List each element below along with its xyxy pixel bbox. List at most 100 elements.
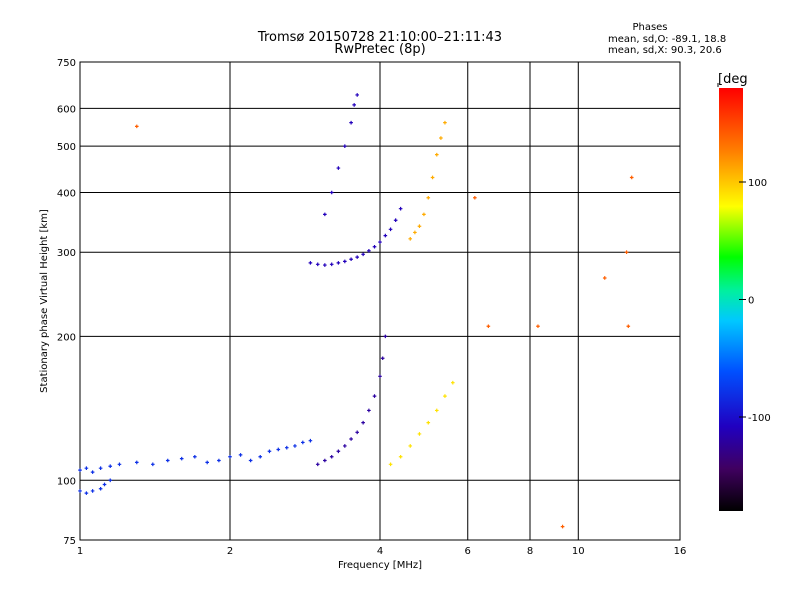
data-point bbox=[361, 252, 365, 257]
data-point bbox=[308, 261, 313, 265]
data-point bbox=[315, 462, 320, 467]
data-point bbox=[426, 195, 431, 200]
data-point bbox=[98, 486, 103, 491]
y-axis-label: Stationary phase Virtual Height [km] bbox=[39, 209, 50, 393]
y-tick-label: 750 bbox=[57, 58, 76, 69]
data-point bbox=[378, 374, 382, 379]
y-tick-label: 200 bbox=[57, 332, 76, 343]
data-point bbox=[408, 444, 413, 448]
data-point bbox=[388, 227, 393, 232]
data-point bbox=[90, 489, 95, 493]
x-tick-label: 6 bbox=[465, 546, 471, 557]
grid-lines bbox=[80, 62, 680, 540]
data-point bbox=[193, 454, 197, 459]
data-point bbox=[349, 257, 353, 262]
data-point bbox=[408, 237, 413, 241]
data-point bbox=[323, 212, 327, 217]
data-point bbox=[383, 334, 388, 339]
data-point bbox=[434, 152, 439, 157]
y-tick-label: 600 bbox=[57, 104, 76, 115]
data-point bbox=[443, 394, 447, 398]
data-point bbox=[352, 103, 356, 107]
data-point bbox=[629, 175, 634, 180]
data-point bbox=[413, 230, 417, 235]
data-point bbox=[388, 462, 393, 467]
data-point bbox=[380, 356, 385, 361]
data-point bbox=[293, 444, 297, 448]
colorbar-tick-label: 100 bbox=[748, 178, 767, 189]
data-point bbox=[349, 437, 353, 441]
data-point bbox=[343, 144, 347, 148]
colorbar-ticks: 100 0 -100 bbox=[739, 178, 771, 424]
data-point bbox=[329, 454, 334, 459]
data-point bbox=[134, 460, 139, 465]
stats-header: Phases bbox=[632, 22, 667, 33]
x-tick-label: 8 bbox=[527, 546, 533, 557]
data-point bbox=[624, 250, 629, 255]
y-tick-labels: 75 100 200 300 400 500 600 750 bbox=[57, 58, 76, 547]
colorbar-tick-label: 0 bbox=[748, 296, 754, 307]
colorbar-label: [deg bbox=[718, 72, 748, 87]
data-point bbox=[108, 478, 113, 483]
data-point bbox=[308, 438, 313, 443]
data-point bbox=[179, 456, 184, 461]
data-point bbox=[108, 464, 113, 469]
data-point bbox=[165, 458, 170, 463]
x-tick-label: 1 bbox=[77, 546, 83, 557]
x-tick-label: 16 bbox=[674, 546, 687, 557]
plot-area: 1 2 4 6 8 10 16 75 100 200 300 400 500 600 750 bbox=[57, 58, 686, 557]
data-point bbox=[355, 255, 359, 259]
data-point bbox=[372, 244, 377, 249]
data-point bbox=[626, 324, 631, 329]
data-point bbox=[367, 249, 371, 253]
data-point bbox=[434, 408, 439, 413]
data-point bbox=[228, 454, 232, 459]
colorbar-tick-label: -100 bbox=[748, 413, 771, 424]
y-tick-label: 300 bbox=[57, 248, 76, 259]
data-point bbox=[349, 120, 353, 125]
data-point bbox=[439, 136, 443, 140]
data-point bbox=[355, 430, 359, 435]
x-tick-labels: 1 2 4 6 8 10 16 bbox=[77, 546, 687, 557]
data-point bbox=[417, 224, 422, 229]
data-point bbox=[336, 261, 341, 265]
data-point bbox=[267, 449, 272, 454]
y-tick-label: 500 bbox=[57, 142, 76, 153]
data-point bbox=[98, 466, 103, 470]
y-tick-label: 100 bbox=[57, 476, 76, 487]
data-point bbox=[602, 276, 607, 280]
data-point bbox=[78, 489, 82, 493]
data-point bbox=[217, 458, 221, 463]
data-point bbox=[343, 444, 347, 448]
y-tick-label: 75 bbox=[63, 536, 76, 547]
data-point bbox=[248, 458, 253, 463]
stats-x-mode: mean, sd,X: 90.3, 20.6 bbox=[608, 45, 722, 56]
data-point bbox=[90, 470, 95, 474]
data-point bbox=[343, 259, 347, 264]
data-point bbox=[78, 468, 82, 472]
data-point bbox=[323, 263, 327, 267]
data-point bbox=[430, 175, 435, 180]
data-point bbox=[329, 262, 334, 267]
data-point bbox=[151, 462, 155, 467]
data-point bbox=[276, 447, 281, 452]
data-point bbox=[355, 93, 359, 97]
data-point bbox=[372, 394, 377, 398]
data-point bbox=[323, 458, 327, 463]
data-point bbox=[102, 482, 107, 487]
data-point bbox=[398, 206, 403, 211]
data-point bbox=[336, 449, 341, 454]
data-point bbox=[336, 166, 341, 170]
data-point bbox=[238, 453, 243, 457]
data-point bbox=[451, 380, 455, 385]
data-point bbox=[560, 524, 565, 529]
data-point bbox=[443, 120, 447, 125]
data-point bbox=[378, 240, 382, 244]
data-points bbox=[78, 93, 634, 529]
y-tick-label: 400 bbox=[57, 188, 76, 199]
x-tick-label: 4 bbox=[377, 546, 383, 557]
data-point bbox=[486, 324, 491, 329]
data-point bbox=[383, 233, 388, 238]
data-point bbox=[426, 420, 431, 425]
